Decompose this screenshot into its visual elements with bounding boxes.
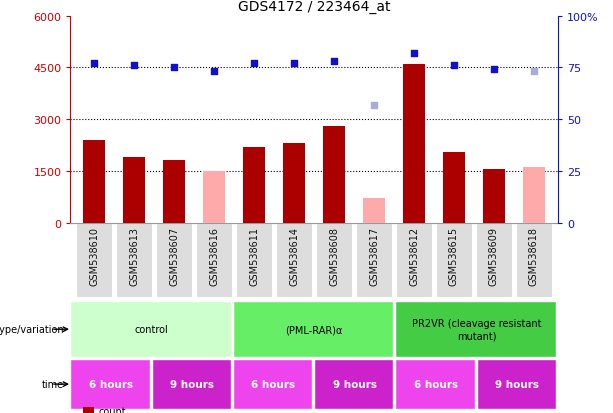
Bar	[523, 168, 545, 223]
Bar	[443, 152, 465, 223]
Text: time: time	[42, 379, 64, 389]
Bar	[477, 359, 556, 409]
Point	[369, 102, 379, 109]
Text: 6 hours: 6 hours	[89, 379, 133, 389]
Text: GSM538616: GSM538616	[209, 227, 219, 286]
Text: 9 hours: 9 hours	[333, 379, 377, 389]
Bar	[314, 359, 394, 409]
Bar	[395, 301, 556, 357]
Bar	[77, 223, 112, 297]
Bar	[483, 170, 505, 223]
Bar	[204, 171, 226, 223]
Point	[89, 61, 99, 67]
Bar	[476, 223, 512, 297]
Text: control: control	[135, 325, 169, 335]
Text: GSM538607: GSM538607	[169, 227, 180, 286]
Bar	[395, 359, 474, 409]
Bar	[70, 359, 150, 409]
Text: genotype/variation: genotype/variation	[0, 325, 64, 335]
Text: 9 hours: 9 hours	[495, 379, 539, 389]
Bar	[233, 301, 394, 357]
Bar	[196, 223, 232, 297]
Text: (PML-RAR)α: (PML-RAR)α	[286, 325, 343, 335]
Point	[449, 63, 459, 69]
Text: GSM538618: GSM538618	[529, 227, 539, 286]
Text: GSM538614: GSM538614	[289, 227, 299, 286]
Bar	[363, 199, 385, 223]
Text: GSM538613: GSM538613	[129, 227, 139, 286]
Point	[289, 61, 299, 67]
Point	[169, 65, 179, 71]
Bar	[396, 223, 432, 297]
Bar	[323, 127, 345, 223]
Text: 6 hours: 6 hours	[251, 379, 295, 389]
Text: GSM538617: GSM538617	[369, 227, 379, 286]
Title: GDS4172 / 223464_at: GDS4172 / 223464_at	[238, 0, 390, 14]
Bar	[276, 223, 312, 297]
Bar	[356, 223, 392, 297]
Bar	[516, 223, 552, 297]
Bar	[152, 359, 231, 409]
Point	[529, 69, 539, 76]
Bar	[436, 223, 472, 297]
Bar	[243, 147, 265, 223]
Bar	[236, 223, 272, 297]
Bar	[164, 161, 185, 223]
Text: 9 hours: 9 hours	[170, 379, 215, 389]
Bar	[83, 140, 105, 223]
Text: GSM538608: GSM538608	[329, 227, 339, 286]
Text: GSM538611: GSM538611	[249, 227, 259, 286]
Text: PR2VR (cleavage resistant
mutant): PR2VR (cleavage resistant mutant)	[412, 319, 541, 340]
Text: count: count	[98, 406, 126, 413]
Bar	[156, 223, 192, 297]
Bar	[123, 158, 145, 223]
Text: GSM538612: GSM538612	[409, 227, 419, 286]
Bar	[116, 223, 153, 297]
Point	[489, 67, 499, 74]
Bar	[70, 301, 231, 357]
Point	[409, 50, 419, 57]
Bar	[403, 65, 425, 223]
Point	[249, 61, 259, 67]
Text: 6 hours: 6 hours	[414, 379, 458, 389]
Bar	[283, 144, 305, 223]
Point	[210, 69, 219, 76]
Bar	[316, 223, 352, 297]
Text: GSM538615: GSM538615	[449, 227, 459, 286]
Text: GSM538609: GSM538609	[489, 227, 499, 286]
Point	[129, 63, 139, 69]
Bar	[233, 359, 312, 409]
Point	[329, 59, 339, 65]
Text: GSM538610: GSM538610	[89, 227, 99, 286]
